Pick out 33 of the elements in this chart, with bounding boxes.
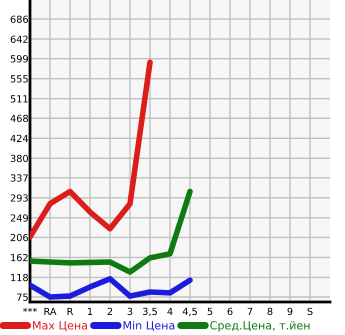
- legend-label: Сред.Цена, т.йен: [210, 321, 310, 332]
- x-tick-label: 4: [167, 308, 173, 315]
- y-tick-label: 380: [10, 154, 28, 162]
- y-tick-label: 337: [10, 174, 28, 182]
- y-tick-label: 642: [10, 36, 28, 43]
- x-tick-label: 1: [88, 308, 92, 315]
- y-tick-label: 555: [10, 75, 28, 83]
- x-tick-label: 7: [248, 308, 252, 315]
- x-tick-label: R: [68, 308, 74, 315]
- y-tick-label: 206: [10, 234, 28, 242]
- y-tick-label: 424: [10, 134, 28, 142]
- x-tick-label: 9: [288, 308, 292, 316]
- x-tick-label: S: [308, 308, 313, 316]
- y-tick-label: 293: [10, 194, 28, 202]
- y-tick-label: 249: [10, 214, 28, 222]
- x-tick-label: 2: [108, 308, 112, 315]
- x-tick-label: RA: [44, 308, 56, 315]
- y-tick-label: 686: [10, 16, 28, 23]
- y-tick-label: 118: [11, 274, 28, 282]
- x-tick-label: 8: [268, 308, 272, 316]
- y-tick-label: 599: [10, 55, 28, 63]
- x-tick-label: ***: [23, 308, 37, 312]
- legend-label: Min Цена: [124, 320, 174, 332]
- x-tick-label: 5: [208, 308, 212, 316]
- y-tick-label: 511: [10, 95, 28, 103]
- x-tick-label: 6: [228, 308, 232, 316]
- legend-label: Max Цена: [33, 321, 88, 332]
- x-tick-label: 4,5: [182, 308, 197, 316]
- y-tick-label: 162: [11, 254, 28, 262]
- x-tick-label: 3,5: [143, 308, 157, 316]
- x-tick-label: 3: [128, 308, 132, 316]
- y-tick-label: 468: [10, 114, 28, 122]
- y-tick-label: 75: [17, 294, 28, 301]
